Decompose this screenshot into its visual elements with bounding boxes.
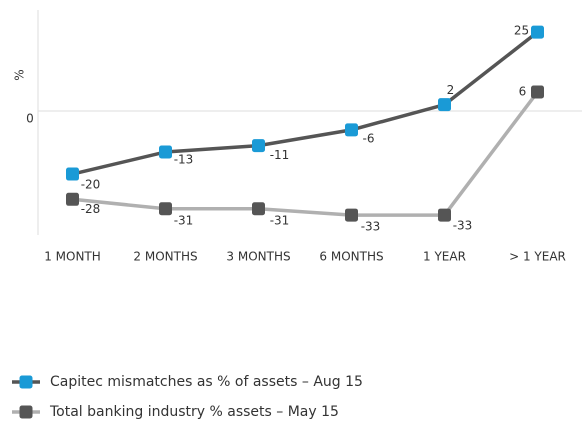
x-tick-label: > 1 YEAR [509,250,566,264]
x-tick-label: 1 YEAR [423,250,466,264]
x-tick-label: 6 MONTHS [319,250,383,264]
data-label: -11 [270,148,290,162]
data-label: -31 [270,213,290,227]
y-tick-label: 0 [26,111,34,125]
x-tick-label: 2 MONTHS [133,250,197,264]
data-label: 2 [447,83,455,97]
data-label: -33 [361,220,381,234]
marker [252,202,265,216]
data-label: -31 [174,213,194,227]
data-label: -20 [81,178,101,192]
marker [159,202,172,216]
series-line [72,90,539,217]
legend-marker [19,375,33,389]
legend-marker [19,405,33,419]
x-tick-label: 1 MONTH [44,250,101,264]
data-label: -33 [453,219,473,233]
marker [252,139,265,153]
data-label: -28 [81,202,101,216]
legend-label: Total banking industry % assets – May 15 [49,404,339,420]
legend-label: Capitec mismatches as % of assets – Aug … [50,374,363,390]
marker [66,167,79,181]
data-label: 6 [519,85,527,99]
data-label: 25 [514,24,529,38]
marker [531,25,544,39]
marker [438,208,451,222]
data-label: -6 [363,131,375,145]
marker [438,98,451,112]
series-line [72,30,539,176]
x-tick-label: 3 MONTHS [226,250,290,264]
y-axis-label: % [13,69,27,80]
marker [345,208,358,222]
marker [531,85,544,99]
marker [345,123,358,137]
marker [159,145,172,159]
marker [66,192,79,206]
data-label: -13 [174,152,194,166]
